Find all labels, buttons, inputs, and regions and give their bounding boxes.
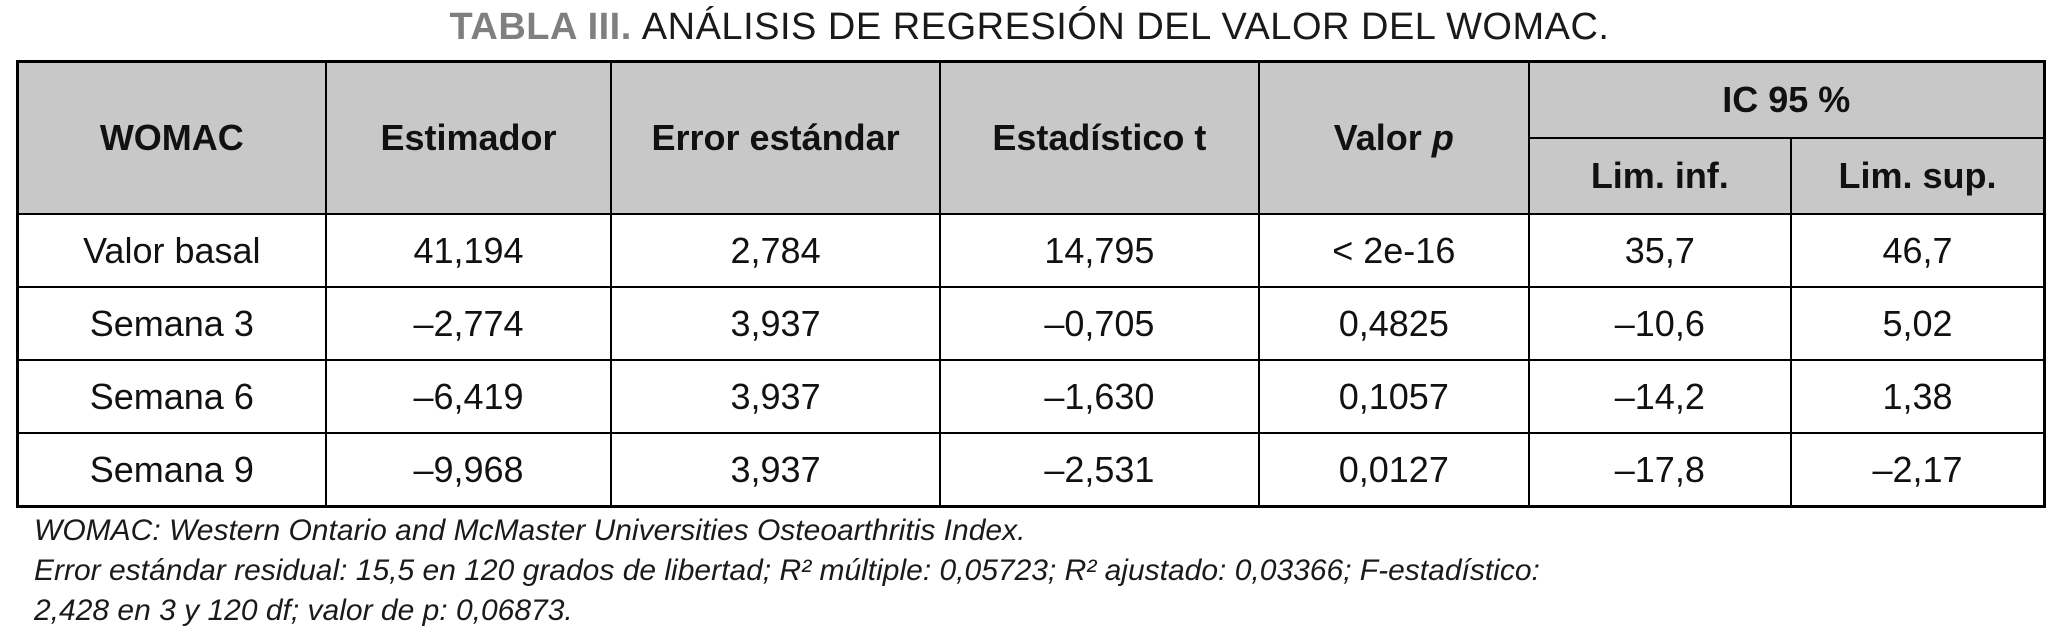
cell-estimador: 41,194 [324,213,613,288]
header-estadistico-t: Estadístico t [938,60,1261,215]
cell-valor-p: 0,1057 [1258,359,1530,434]
table-body: Valor basal 41,194 2,784 14,795 < 2e-16 … [16,213,2046,508]
cell-lim-sup: 5,02 [1790,286,2046,361]
footnote-line-3: 2,428 en 3 y 120 df; valor de p: 0,06873… [34,594,573,627]
table-footnotes: WOMAC: Western Ontario and McMaster Univ… [34,511,1540,631]
table-title: TABLA III. ANÁLISIS DE REGRESIÓN DEL VALO… [0,6,2059,49]
cell-error-estandar: 3,937 [610,432,941,508]
header-valor-p-prefix: Valor [1333,117,1422,158]
cell-error-estandar: 3,937 [610,286,941,361]
header-womac: WOMAC [16,60,327,215]
table-row-semana-3: Semana 3 –2,774 3,937 –0,705 0,4825 –10,… [16,286,2046,361]
footnote-line-1: WOMAC: Western Ontario and McMaster Univ… [34,514,1026,547]
cell-label: Valor basal [16,213,327,288]
table-row-semana-6: Semana 6 –6,419 3,937 –1,630 0,1057 –14,… [16,359,2046,434]
regression-table: WOMAC Estimador Error estándar Estadísti… [16,60,2046,508]
cell-error-estandar: 3,937 [610,359,941,434]
header-valor-p-symbol: p [1431,117,1454,158]
header-error-estandar: Error estándar [610,60,941,215]
table-row-semana-9: Semana 9 –9,968 3,937 –2,531 0,0127 –17,… [16,432,2046,508]
cell-lim-inf: 35,7 [1527,213,1793,288]
cell-estimador: –2,774 [324,286,613,361]
cell-lim-inf: –17,8 [1527,432,1793,508]
cell-estadistico-t: –2,531 [938,432,1261,508]
table-title-label: TABLA III. [449,6,632,48]
header-lim-sup: Lim. sup. [1790,137,2046,215]
cell-label: Semana 9 [16,432,327,508]
cell-lim-inf: –10,6 [1527,286,1793,361]
cell-estadistico-t: –1,630 [938,359,1261,434]
cell-lim-sup: 46,7 [1790,213,2046,288]
table-row-valor-basal: Valor basal 41,194 2,784 14,795 < 2e-16 … [16,213,2046,288]
cell-estadistico-t: 14,795 [938,213,1261,288]
header-valor-p: Valor p [1258,60,1530,215]
cell-valor-p: 0,0127 [1258,432,1530,508]
cell-lim-inf: –14,2 [1527,359,1793,434]
cell-label: Semana 6 [16,359,327,434]
header-estimador: Estimador [324,60,613,215]
table-header: WOMAC Estimador Error estándar Estadísti… [16,60,2046,215]
footnote-line-2: Error estándar residual: 15,5 en 120 gra… [34,554,1540,587]
cell-lim-sup: 1,38 [1790,359,2046,434]
cell-valor-p: < 2e-16 [1258,213,1530,288]
cell-estadistico-t: –0,705 [938,286,1261,361]
header-row-main: WOMAC Estimador Error estándar Estadísti… [16,60,2046,215]
header-lim-inf: Lim. inf. [1527,137,1793,215]
cell-valor-p: 0,4825 [1258,286,1530,361]
table-title-text: ANÁLISIS DE REGRESIÓN DEL VALOR DEL WOMA… [641,6,1610,48]
header-row-sub: Lim. inf. Lim. sup. [18,137,2046,215]
cell-estimador: –6,419 [324,359,613,434]
header-ic95: IC 95 % [1527,60,2046,139]
cell-label: Semana 3 [16,286,327,361]
cell-lim-sup: –2,17 [1790,432,2046,508]
cell-estimador: –9,968 [324,432,613,508]
cell-error-estandar: 2,784 [610,213,941,288]
